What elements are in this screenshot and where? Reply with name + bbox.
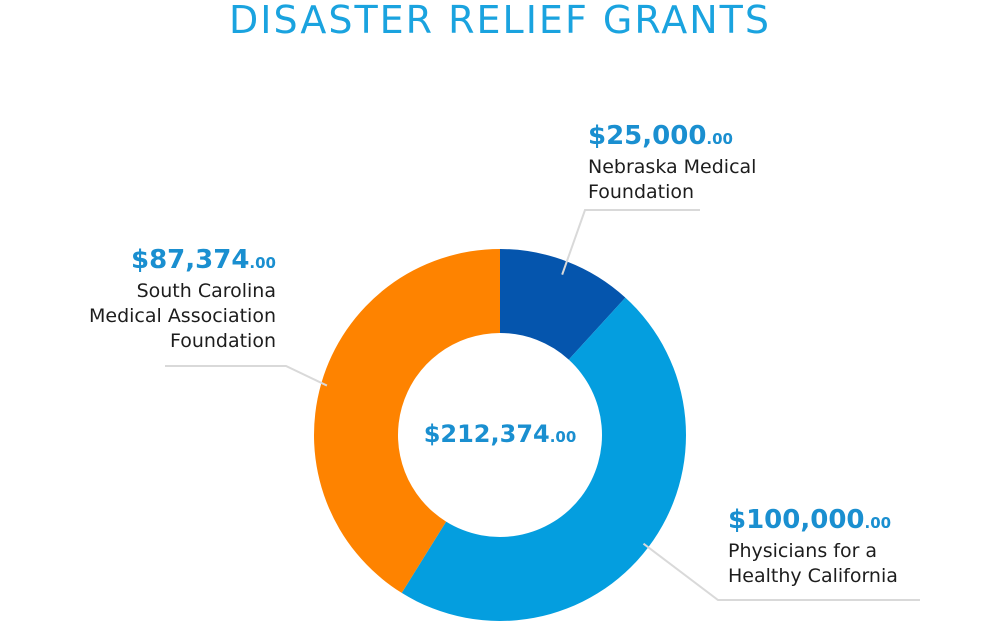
slice-south-carolina [314, 249, 500, 593]
slice-amount: $100,000.00 [728, 505, 892, 535]
chart-title: DISASTER RELIEF GRANTS [229, 0, 771, 42]
slice-amount: $25,000.00 [588, 121, 733, 151]
slice-label-physicians: $100,000.00 Physicians for a Healthy Cal… [728, 504, 898, 589]
donut-center-total: $212,374.00 [423, 420, 577, 448]
slice-name-line: Physicians for a [728, 540, 878, 562]
slice-name-line: Nebraska Medical [588, 156, 757, 178]
slice-label-nebraska: $25,000.00 Nebraska Medical Foundation [588, 120, 756, 205]
slice-name-line: Healthy California [728, 565, 898, 587]
slice-amount: $87,374.00 [131, 245, 276, 275]
slice-nebraska [500, 249, 626, 360]
slice-physicians [401, 297, 687, 622]
leader-line-nebraska [561, 209, 700, 275]
leader-line-south-carolina [165, 365, 328, 387]
slice-name-line: Medical Association [88, 305, 276, 327]
slice-name-line: Foundation [588, 181, 695, 203]
slice-name-line: Foundation [169, 330, 276, 352]
leader-line-physicians [642, 542, 920, 601]
slice-name-line: South Carolina [136, 280, 276, 302]
slice-label-south-carolina: $87,374.00 South Carolina Medical Associ… [89, 244, 276, 354]
